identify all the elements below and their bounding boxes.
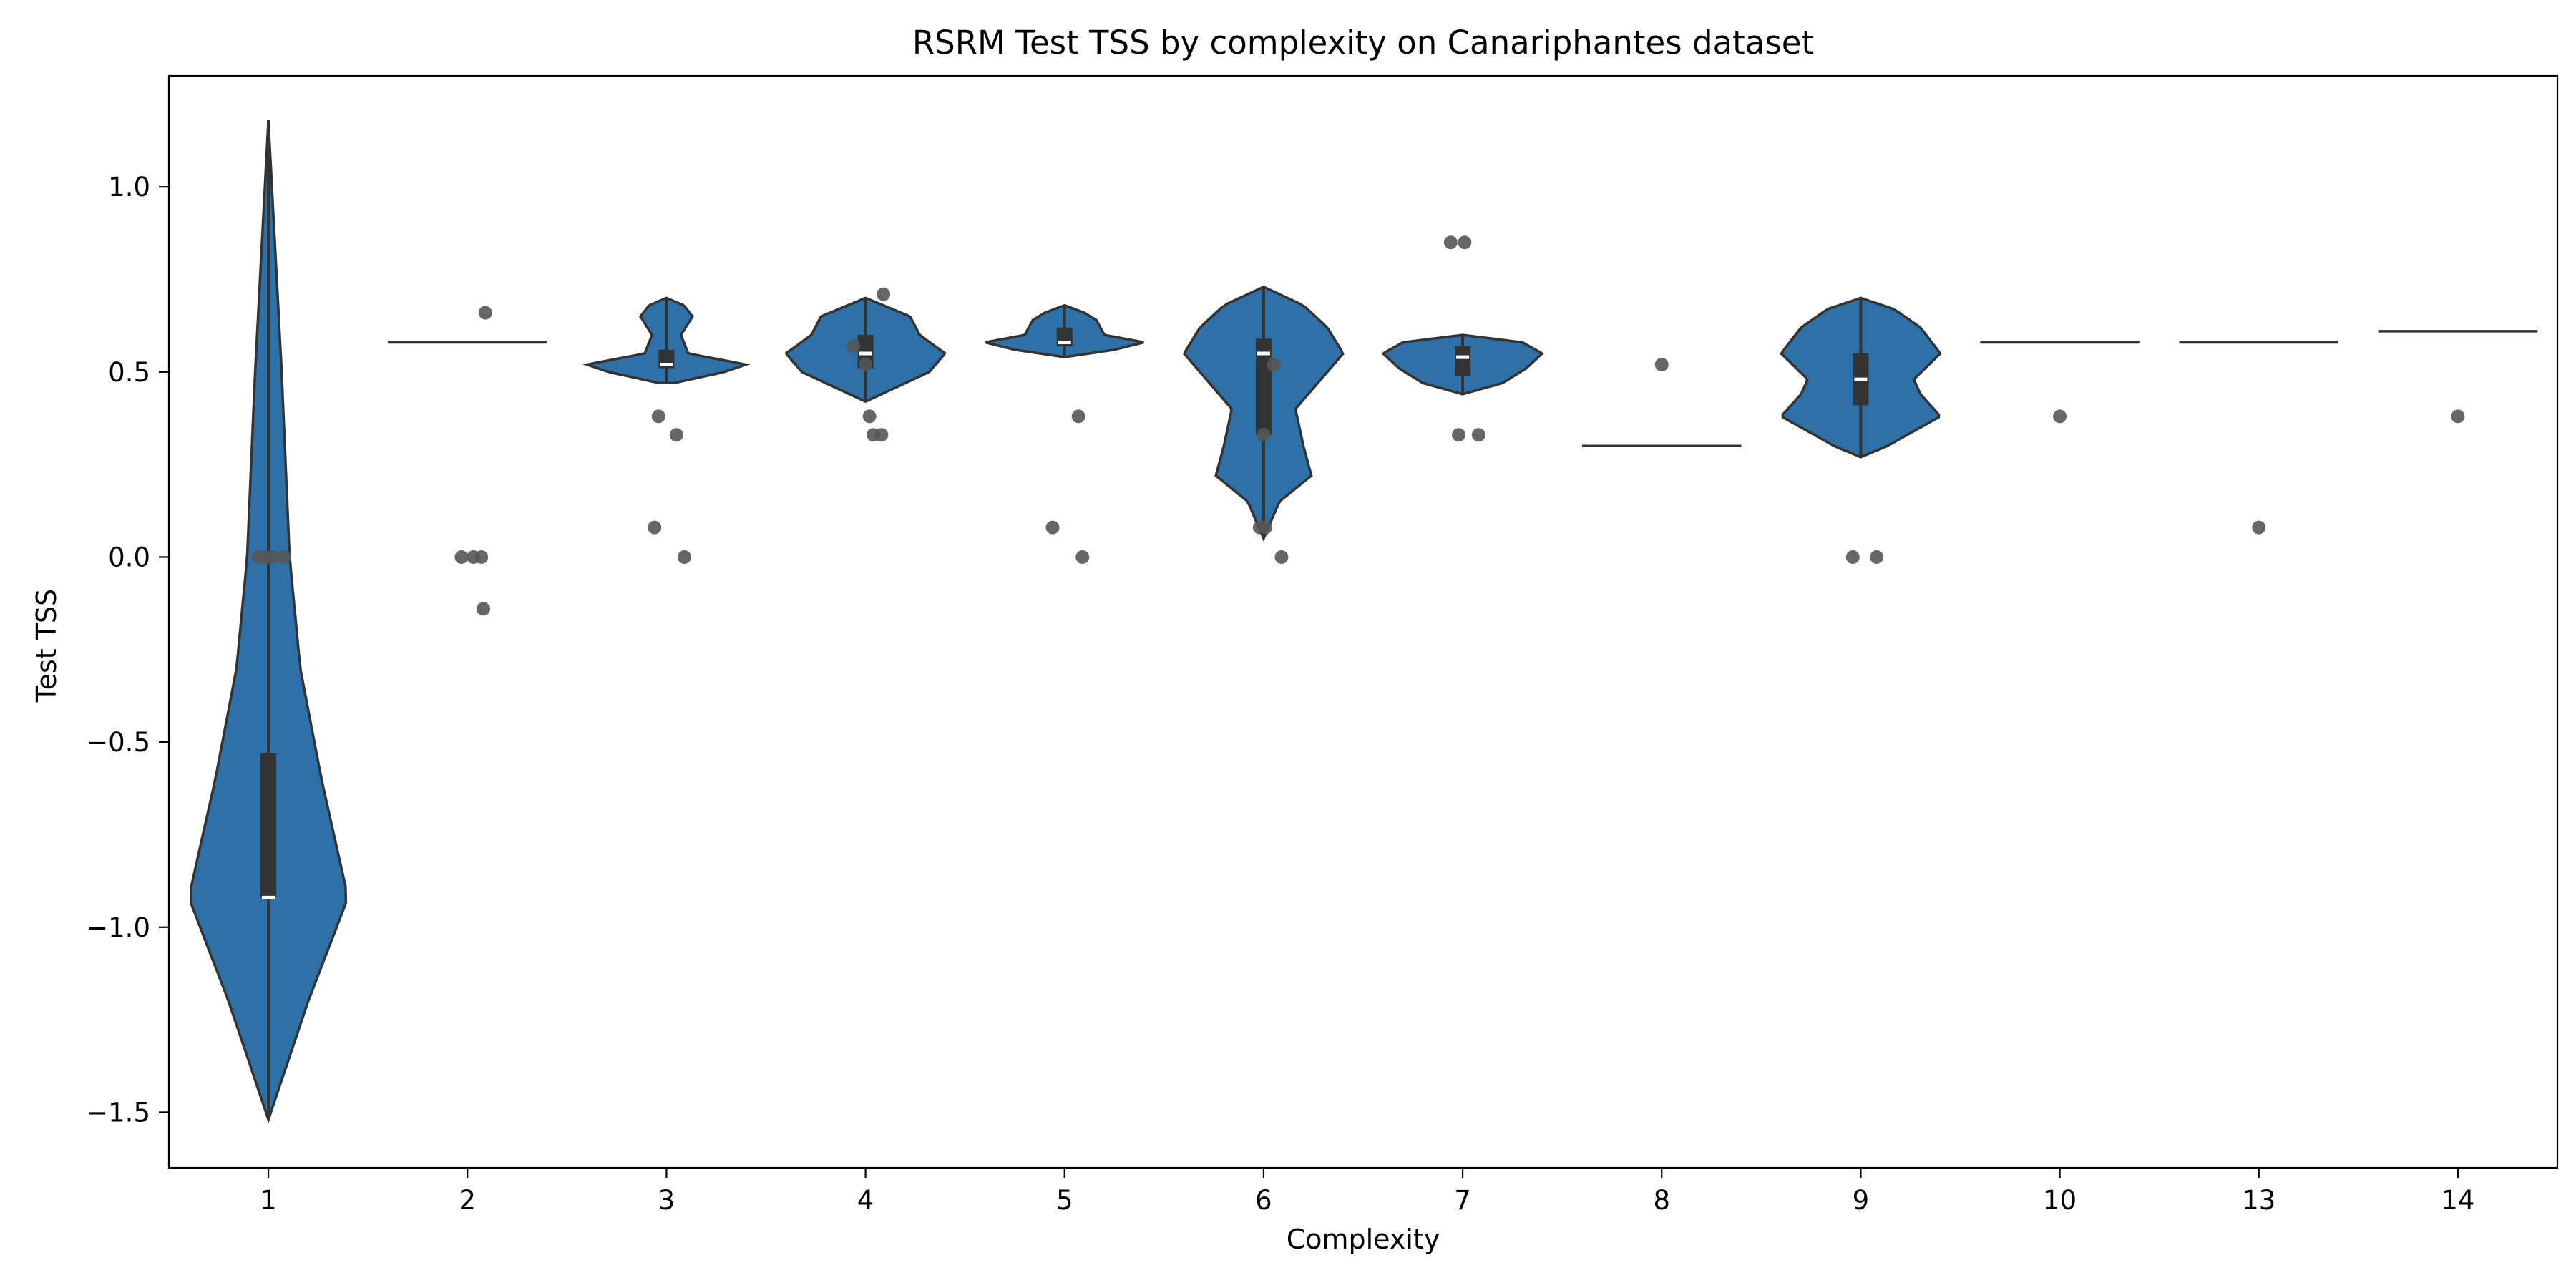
violin-iqr-box-1 <box>260 753 277 898</box>
data-point <box>859 357 873 371</box>
data-point <box>1443 235 1458 250</box>
x-tick-label: 2 <box>459 1185 476 1216</box>
plot-marks <box>190 120 2538 1124</box>
x-tick-label: 6 <box>1255 1185 1272 1216</box>
data-point <box>2252 520 2266 535</box>
data-point <box>1075 550 1090 564</box>
y-tick-label: 0.5 <box>108 357 150 388</box>
data-point <box>1259 520 1273 535</box>
x-tick-label: 9 <box>1853 1185 1870 1216</box>
x-tick-label: 10 <box>2043 1185 2077 1216</box>
data-point <box>1452 428 1466 442</box>
x-tick-label: 3 <box>658 1185 675 1216</box>
data-point <box>874 428 889 442</box>
data-point <box>1845 550 1860 564</box>
y-tick-label: 0.0 <box>108 542 150 572</box>
data-point <box>1045 520 1060 535</box>
plot-frame <box>167 74 2559 1169</box>
x-tick-label: 5 <box>1056 1185 1073 1216</box>
data-point <box>677 550 691 564</box>
data-point <box>1870 550 1884 564</box>
data-point <box>877 287 891 301</box>
data-point <box>1458 235 1472 250</box>
x-tick-label: 8 <box>1653 1185 1670 1216</box>
data-point <box>1471 428 1485 442</box>
x-tick-label: 1 <box>260 1185 277 1216</box>
x-tick-label: 14 <box>2441 1185 2474 1216</box>
data-point <box>2053 409 2067 424</box>
data-point <box>1257 428 1271 442</box>
data-point <box>669 428 683 442</box>
y-tick-label: −1.5 <box>86 1097 150 1128</box>
data-point <box>1071 409 1085 424</box>
data-point <box>1654 357 1669 371</box>
data-point <box>478 306 492 320</box>
data-point <box>265 550 280 564</box>
data-point <box>454 550 469 564</box>
data-point <box>2451 409 2465 424</box>
x-axis-label: Complexity <box>1287 1224 1440 1255</box>
y-tick-label: −0.5 <box>86 727 150 758</box>
data-point <box>1267 357 1281 371</box>
violin-iqr-box-7 <box>1455 346 1471 376</box>
data-point <box>862 409 877 424</box>
y-axis-label: Test TSS <box>31 589 62 703</box>
data-point <box>474 550 489 564</box>
x-tick-label: 7 <box>1454 1185 1471 1216</box>
axis-ticks: 1.0 0.5 0.0 −0.5 −1.0 −1.5 1 2 3 4 5 6 7 8 9 10 13 14 <box>86 172 2474 1216</box>
data-point <box>1274 550 1289 564</box>
data-point <box>648 520 662 535</box>
data-point <box>277 550 291 564</box>
data-point <box>651 409 665 424</box>
chart-title: RSRM Test TSS by complexity on Canaripha… <box>912 24 1814 62</box>
x-tick-label: 4 <box>857 1185 874 1216</box>
data-point <box>847 339 861 353</box>
data-point <box>477 602 491 616</box>
y-tick-label: −1.0 <box>86 912 150 943</box>
y-tick-label: 1.0 <box>108 172 150 203</box>
x-tick-label: 13 <box>2242 1185 2275 1216</box>
